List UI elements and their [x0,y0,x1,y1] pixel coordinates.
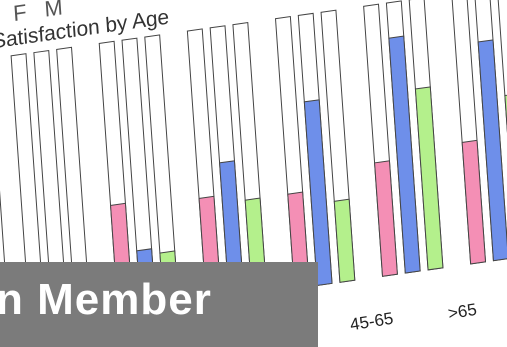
group-label-over-65: >65 [446,299,479,324]
bar-g3-s2-fill [333,198,356,283]
bar-g4-s2 [408,0,444,271]
bar-g5-s0-fill [461,139,487,265]
bar-g4-s1 [385,0,421,274]
bar-g3-s1-fill [303,99,333,287]
bar-g5-s0 [451,0,487,265]
member-banner-background [0,262,318,347]
bar-g4-s2-fill [414,86,444,271]
bar-g3-s1 [297,12,333,287]
bar-g3-s2 [320,9,356,283]
member-banner-text: n Member [0,275,212,324]
bar-g5-s1 [474,0,507,262]
bar-g4-s0-fill [374,160,398,277]
bar-g4-s0 [363,3,398,277]
group-label-45-65: 45-65 [348,308,395,335]
bar-g5-s1-fill [477,39,507,262]
bar-g4-s1-fill [388,35,421,274]
